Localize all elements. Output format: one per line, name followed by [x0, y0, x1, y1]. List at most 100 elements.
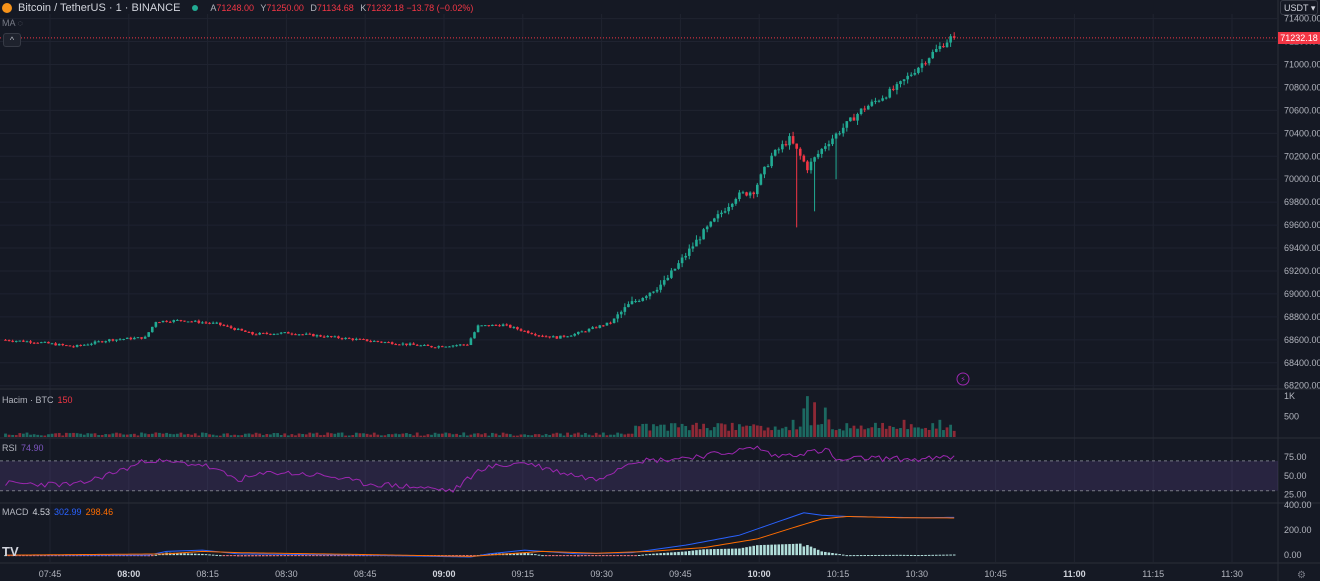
- volume-bar: [29, 434, 32, 437]
- candle-body: [75, 344, 79, 347]
- candle-body: [662, 280, 666, 285]
- volume-tick-label: 1K: [1284, 391, 1295, 401]
- candle-body: [913, 72, 917, 75]
- candle-body: [602, 325, 605, 327]
- volume-bar: [43, 435, 47, 437]
- candle-body: [841, 127, 845, 134]
- volume-bar: [569, 434, 573, 437]
- candle-body: [269, 333, 272, 335]
- macd-histogram-bar: [756, 545, 759, 556]
- candle-body: [766, 166, 770, 168]
- volume-bar: [283, 433, 287, 437]
- volume-bar: [122, 434, 126, 437]
- volume-bar: [308, 432, 312, 437]
- volume-bar: [680, 423, 684, 437]
- ma-indicator-label[interactable]: MA ◌: [2, 18, 23, 28]
- price-tick-label: 69200.00: [1284, 266, 1320, 276]
- rsi-label[interactable]: RSI 74.90: [2, 443, 44, 453]
- candle-body: [508, 324, 512, 328]
- macd-histogram-bar: [351, 555, 355, 557]
- macd-histogram-bar: [713, 549, 716, 556]
- macd-histogram-bar: [655, 553, 659, 556]
- volume-bar: [759, 425, 763, 437]
- macd-histogram-bar: [637, 555, 641, 557]
- volume-bar: [598, 434, 602, 437]
- volume-bar: [691, 424, 695, 437]
- symbol-title[interactable]: Bitcoin / TetherUS · 1 · BINANCE: [18, 2, 181, 14]
- volume-bar: [311, 433, 315, 437]
- volume-bar: [104, 434, 108, 437]
- x-tick-label: 11:15: [1142, 569, 1164, 579]
- volume-bar: [147, 434, 151, 437]
- volume-bar: [541, 435, 544, 437]
- macd-histogram-bar: [222, 555, 226, 557]
- macd-histogram-bar: [627, 555, 630, 557]
- candle-body: [505, 324, 508, 326]
- candle-body: [4, 339, 7, 341]
- volume-bar: [39, 435, 43, 437]
- x-tick-label: 11:00: [1063, 569, 1086, 579]
- volume-bar: [326, 432, 330, 437]
- volume-bar: [412, 435, 416, 437]
- candle-body: [72, 346, 75, 348]
- macd-histogram-bar: [244, 555, 247, 557]
- macd-histogram-bar: [179, 553, 183, 556]
- candle-body: [949, 36, 952, 43]
- volume-bar: [784, 426, 788, 437]
- volume-bar: [644, 423, 648, 437]
- volume-bar: [709, 430, 713, 437]
- candle-body: [491, 324, 494, 327]
- volume-bar: [297, 433, 301, 437]
- macd-tick-label: 0.00: [1284, 550, 1302, 560]
- macd-histogram-bar: [670, 552, 673, 556]
- volume-bar: [54, 433, 58, 437]
- settings-icon[interactable]: ⚙: [1297, 570, 1306, 581]
- volume-bar: [201, 432, 204, 437]
- volume-bar: [193, 433, 197, 437]
- price-tick-label: 70400.00: [1284, 128, 1320, 138]
- macd-histogram-bar: [519, 552, 523, 556]
- candle-body: [451, 345, 455, 347]
- volume-bar: [226, 433, 229, 437]
- volume-bar: [97, 435, 100, 437]
- market-status-icon: [192, 5, 199, 11]
- candle-body: [329, 336, 333, 338]
- candle-body: [47, 341, 50, 344]
- macd-histogram-bar: [319, 555, 322, 557]
- volume-bar: [669, 423, 673, 437]
- macd-histogram-bar: [584, 555, 587, 557]
- candle-body: [709, 221, 713, 227]
- candle-body: [784, 144, 788, 146]
- candle-body: [480, 325, 483, 327]
- volume-bar: [7, 434, 11, 437]
- volume-label[interactable]: Hacim · BTC 150: [2, 395, 73, 405]
- macd-label[interactable]: MACD 4.53 302.99 298.46: [2, 507, 114, 517]
- candle-body: [398, 344, 401, 346]
- macd-histogram-bar: [741, 547, 745, 556]
- volume-bar: [619, 433, 623, 437]
- volume-bar: [848, 428, 852, 437]
- currency-dropdown[interactable]: USDT ▾: [1280, 0, 1318, 15]
- collapse-button[interactable]: ^: [3, 33, 21, 47]
- macd-histogram-bar: [659, 553, 662, 556]
- macd-histogram-bar: [630, 555, 634, 557]
- macd-histogram-bar: [802, 546, 806, 556]
- candle-body: [265, 332, 269, 334]
- candle-body: [129, 337, 133, 340]
- candle-body: [369, 341, 372, 343]
- volume-bar: [845, 423, 849, 437]
- candle-body: [29, 341, 32, 343]
- candle-body: [577, 331, 580, 334]
- macd-histogram-bar: [183, 553, 186, 556]
- macd-histogram-bar: [884, 554, 888, 556]
- volume-bar: [791, 419, 795, 437]
- eye-off-icon[interactable]: ◌: [17, 18, 23, 28]
- volume-bar: [140, 432, 143, 437]
- candle-body: [351, 338, 355, 340]
- volume-bar: [838, 428, 842, 437]
- candle-body: [756, 184, 759, 195]
- macd-histogram-bar: [236, 555, 240, 557]
- volume-bar: [505, 433, 509, 437]
- candle-body: [383, 342, 387, 344]
